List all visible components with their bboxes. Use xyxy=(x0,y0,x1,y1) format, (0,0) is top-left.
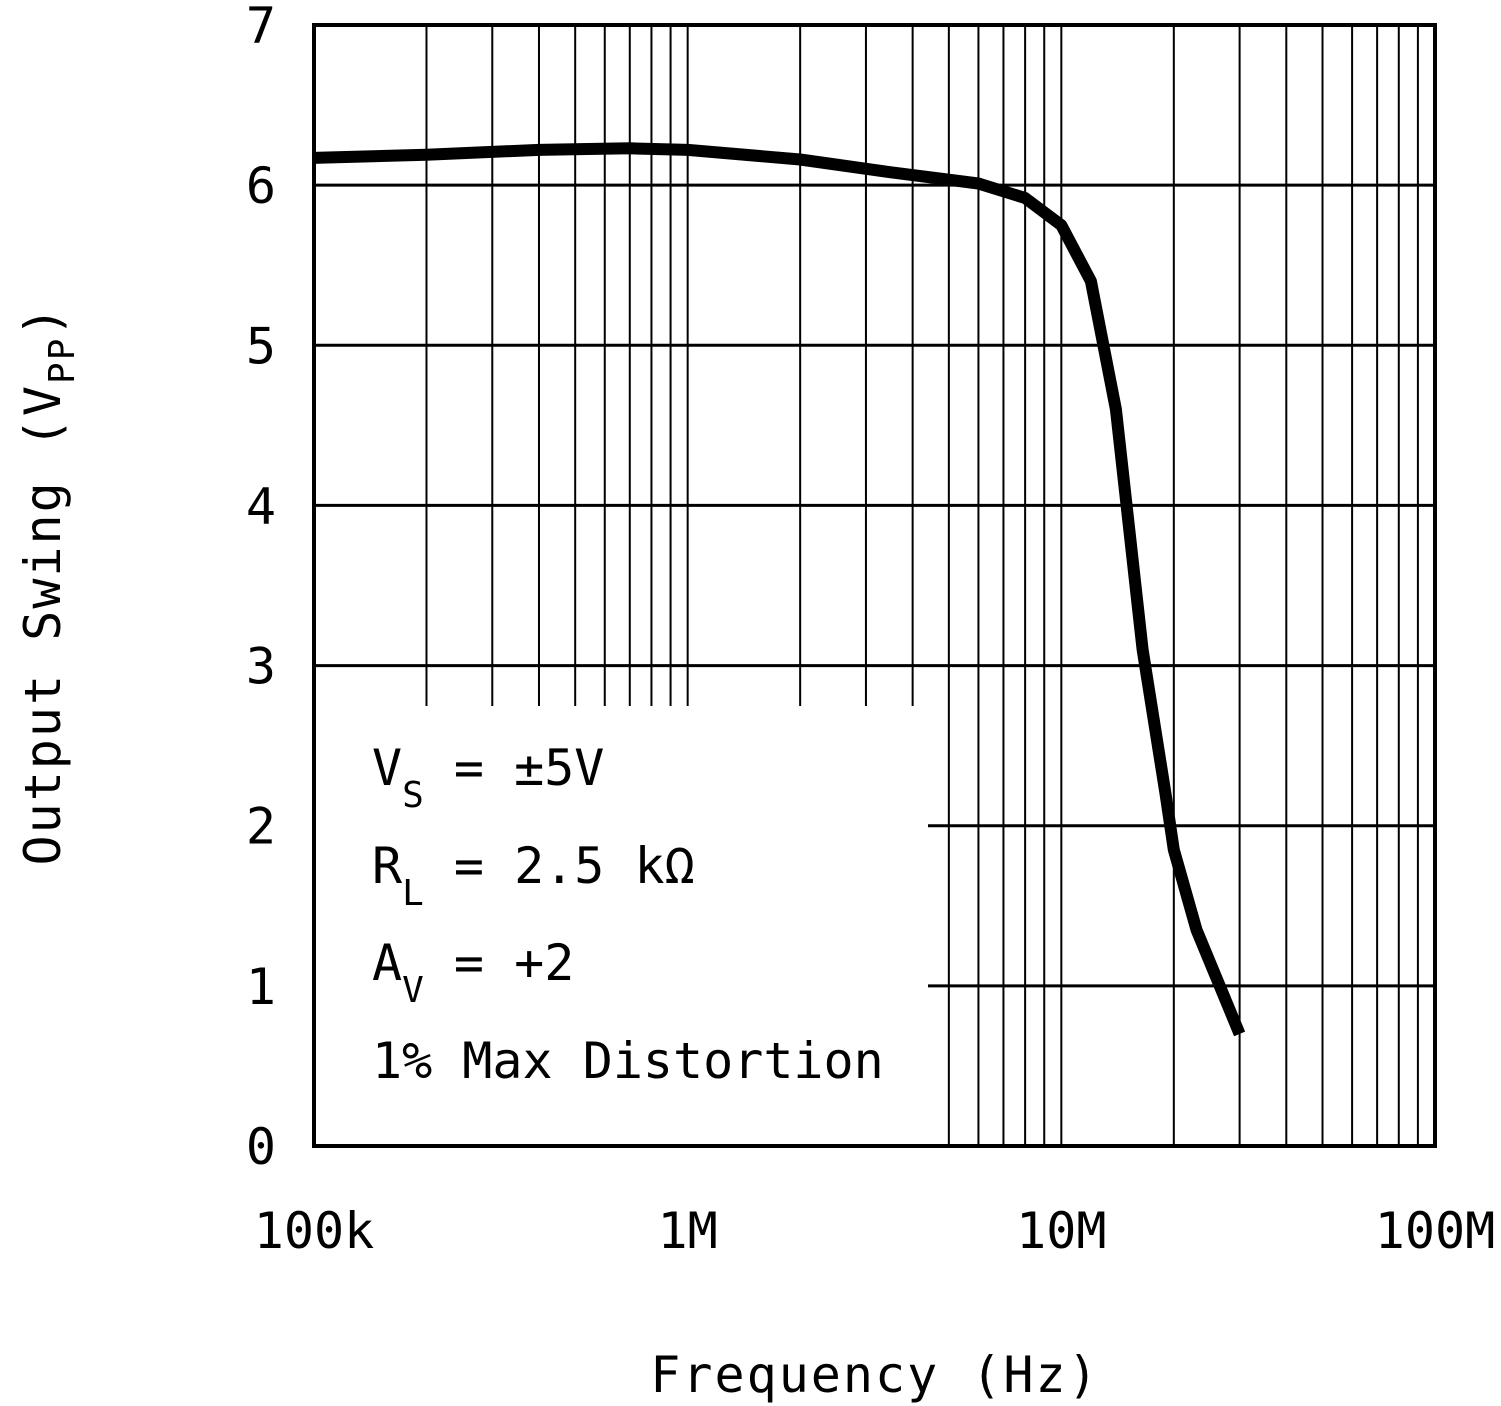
annotation-distortion: 1% Max Distortion xyxy=(372,1032,884,1090)
y-tick-label: 2 xyxy=(246,798,276,856)
y-axis-label-sub: PP xyxy=(42,337,83,384)
annotation-vs-main: V xyxy=(372,739,402,797)
x-tick-label: 10M xyxy=(1016,1202,1106,1260)
grid-lines xyxy=(314,25,1435,1146)
annotation-vs-rest: = ±5V xyxy=(424,739,605,797)
y-tick-label: 3 xyxy=(246,638,276,696)
annotation-av: AV = +2 xyxy=(372,934,574,1011)
plot-frame xyxy=(312,23,1437,1148)
y-axis-label: Output Swing (VPP) xyxy=(14,304,83,865)
annotation-av-rest: = +2 xyxy=(424,934,575,992)
y-tick-label: 7 xyxy=(246,0,276,55)
y-tick-label: 1 xyxy=(246,958,276,1016)
x-tick-label: 1M xyxy=(658,1202,718,1260)
y-tick-label: 0 xyxy=(246,1118,276,1176)
x-axis-label: Frequency (Hz) xyxy=(650,1346,1099,1404)
annotation-rl-main: R xyxy=(372,837,403,895)
y-axis-label-main: Output Swing (V xyxy=(14,384,72,866)
y-axis-label-end: ) xyxy=(14,304,72,336)
y-tick-label: 4 xyxy=(246,477,276,535)
annotation-av-main: A xyxy=(372,934,402,992)
x-tick-label: 100k xyxy=(254,1202,374,1260)
annotation-vs: VS = ±5V xyxy=(372,739,604,816)
annotation-vs-sub: S xyxy=(402,775,424,816)
y-tick-label: 6 xyxy=(246,157,276,215)
series-line-output-swing xyxy=(313,142,1246,1037)
annotation-av-sub: V xyxy=(402,970,424,1011)
y-tick-labels: 0 1 2 3 4 5 6 7 xyxy=(246,0,276,1176)
annotation-distortion-main: 1% Max Distortion xyxy=(372,1032,884,1090)
annotation-rl-sub: L xyxy=(402,873,424,914)
annotation-rl: RL = 2.5 kΩ xyxy=(372,837,695,914)
annotation-block: VS = ±5V RL = 2.5 kΩ AV = +2 1% Max Dist… xyxy=(372,739,884,1090)
annotation-background xyxy=(318,706,928,1142)
x-tick-labels: 100k 1M 10M 100M xyxy=(254,1202,1495,1260)
x-tick-label: 100M xyxy=(1375,1202,1495,1260)
y-tick-label: 5 xyxy=(246,317,276,375)
annotation-rl-rest: = 2.5 kΩ xyxy=(424,837,695,895)
